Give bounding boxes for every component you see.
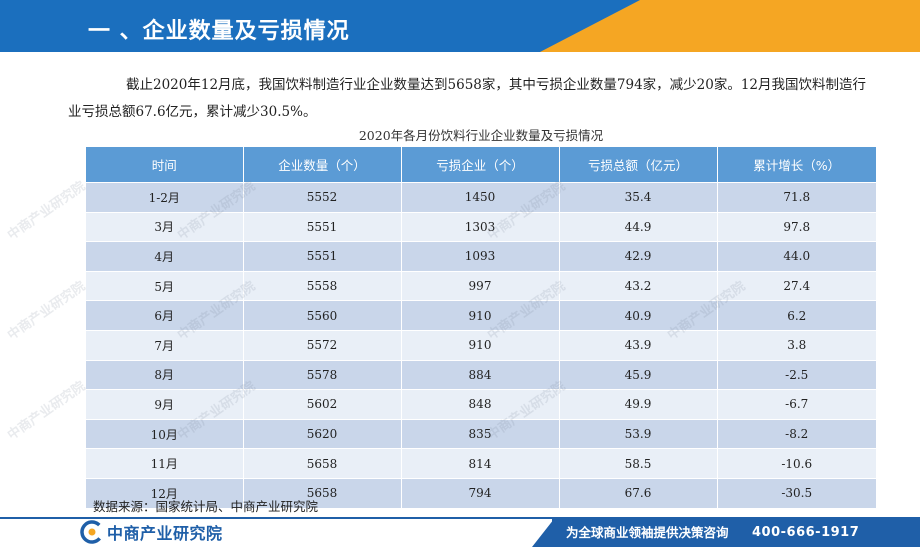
cell-cumulative-growth: 44.0 xyxy=(717,241,876,272)
table-row: 5月 5558 997 43.2 27.4 xyxy=(86,270,876,301)
cell-total-loss: 53.9 xyxy=(559,418,718,449)
intro-paragraph: 截止2020年12月底，我国饮料制造行业企业数量达到5658家，其中亏损企业数量… xyxy=(68,77,867,120)
header-banner-shape xyxy=(0,0,920,62)
cell-total-loss: 45.9 xyxy=(559,359,718,390)
header-loss-enterprises: 亏损企业（个） xyxy=(401,147,560,183)
watermark-logo: 中商产业研究院 xyxy=(5,378,89,444)
cell-cumulative-growth: -2.5 xyxy=(717,359,876,390)
header-total-loss: 亏损总额（亿元） xyxy=(559,147,718,183)
footer-bar xyxy=(552,519,920,547)
table-row: 9月 5602 848 49.9 -6.7 xyxy=(86,389,876,420)
cell-loss-enterprises: 814 xyxy=(401,448,560,479)
cell-loss-enterprises: 997 xyxy=(401,270,560,301)
table-row: 10月 5620 835 53.9 -8.2 xyxy=(86,418,876,449)
cell-total-loss: 58.5 xyxy=(559,448,718,479)
header-cumulative-growth: 累计增长（%） xyxy=(717,147,876,183)
cell-enterprise-count: 5658 xyxy=(243,477,402,508)
cell-time: 5月 xyxy=(86,270,244,301)
cell-enterprise-count: 5572 xyxy=(243,329,402,361)
table-row: 7月 5572 910 43.9 3.8 xyxy=(86,329,876,361)
cell-enterprise-count: 5558 xyxy=(243,270,402,301)
table-row: 11月 5658 814 58.5 -10.6 xyxy=(86,448,876,479)
cell-cumulative-growth: -10.6 xyxy=(717,448,876,479)
cell-time: 3月 xyxy=(86,211,244,242)
cell-loss-enterprises: 910 xyxy=(401,300,560,331)
table-row: 1-2月 5552 1450 35.4 71.8 xyxy=(86,182,876,213)
cell-enterprise-count: 5620 xyxy=(243,418,402,449)
watermark-logo: 中商产业研究院 xyxy=(5,278,89,344)
header-enterprise-count: 企业数量（个） xyxy=(243,147,402,183)
cell-enterprise-count: 5560 xyxy=(243,300,402,331)
cell-time: 4月 xyxy=(86,241,244,272)
cell-time: 1-2月 xyxy=(86,182,244,213)
table-row: 3月 5551 1303 44.9 97.8 xyxy=(86,211,876,242)
cell-loss-enterprises: 910 xyxy=(401,329,560,361)
cell-total-loss: 43.9 xyxy=(559,329,718,361)
cell-time: 7月 xyxy=(86,329,244,361)
footer-divider xyxy=(0,517,920,519)
table-row: 4月 5551 1093 42.9 44.0 xyxy=(86,241,876,272)
cell-enterprise-count: 5551 xyxy=(243,211,402,242)
header-time: 时间 xyxy=(86,147,244,183)
cell-loss-enterprises: 794 xyxy=(401,477,560,508)
cell-loss-enterprises: 835 xyxy=(401,418,560,449)
cell-cumulative-growth: -6.7 xyxy=(717,389,876,420)
cell-time: 11月 xyxy=(86,448,244,479)
table-row: 12月 5658 794 67.6 -30.5 xyxy=(86,477,876,508)
cell-time: 9月 xyxy=(86,389,244,420)
table-header-row: 时间 企业数量（个） 亏损企业（个） 亏损总额（亿元） 累计增长（%） xyxy=(86,147,876,183)
data-table: 时间 企业数量（个） 亏损企业（个） 亏损总额（亿元） 累计增长（%） 1-2月… xyxy=(86,147,876,508)
cell-cumulative-growth: 97.8 xyxy=(717,211,876,242)
cell-enterprise-count: 5552 xyxy=(243,182,402,213)
cell-loss-enterprises: 1450 xyxy=(401,182,560,213)
footer-slant-shape xyxy=(532,519,554,547)
cell-total-loss: 43.2 xyxy=(559,270,718,301)
footer-slogan: 为全球商业领袖提供决策咨询 xyxy=(566,525,729,540)
footer-phone: 400-666-1917 xyxy=(752,525,860,540)
logo-text: 中商产业研究院 xyxy=(107,524,223,543)
table-row: 6月 5560 910 40.9 6.2 xyxy=(86,300,876,331)
cell-cumulative-growth: 3.8 xyxy=(717,329,876,361)
cell-total-loss: 40.9 xyxy=(559,300,718,331)
cell-time: 8月 xyxy=(86,359,244,390)
cell-enterprise-count: 5658 xyxy=(243,448,402,479)
page-title: 一 、企业数量及亏损情况 xyxy=(88,19,350,44)
cell-time: 6月 xyxy=(86,300,244,331)
cell-enterprise-count: 5578 xyxy=(243,359,402,390)
cell-total-loss: 42.9 xyxy=(559,241,718,272)
cell-cumulative-growth: -8.2 xyxy=(717,418,876,449)
cell-cumulative-growth: 27.4 xyxy=(717,270,876,301)
cell-enterprise-count: 5551 xyxy=(243,241,402,272)
cell-loss-enterprises: 1093 xyxy=(401,241,560,272)
table-caption: 2020年各月份饮料行业企业数量及亏损情况 xyxy=(358,128,604,143)
cell-time: 10月 xyxy=(86,418,244,449)
cell-total-loss: 67.6 xyxy=(559,477,718,508)
watermark-logo: 中商产业研究院 xyxy=(5,178,89,244)
cell-cumulative-growth: 6.2 xyxy=(717,300,876,331)
cell-cumulative-growth: -30.5 xyxy=(717,477,876,508)
cell-total-loss: 44.9 xyxy=(559,211,718,242)
company-logo: 中商产业研究院 xyxy=(80,520,223,544)
table-row: 8月 5578 884 45.9 -2.5 xyxy=(86,359,876,390)
cell-loss-enterprises: 1303 xyxy=(401,211,560,242)
cell-time: 12月 xyxy=(86,477,244,508)
logo-icon xyxy=(80,520,104,544)
cell-enterprise-count: 5602 xyxy=(243,389,402,420)
cell-cumulative-growth: 71.8 xyxy=(717,182,876,213)
cell-loss-enterprises: 884 xyxy=(401,359,560,390)
cell-total-loss: 35.4 xyxy=(559,182,718,213)
cell-loss-enterprises: 848 xyxy=(401,389,560,420)
data-source-note: 数据来源：国家统计局、中商产业研究院 xyxy=(93,499,319,514)
cell-total-loss: 49.9 xyxy=(559,389,718,420)
header-banner: 一 、企业数量及亏损情况 xyxy=(0,0,920,62)
